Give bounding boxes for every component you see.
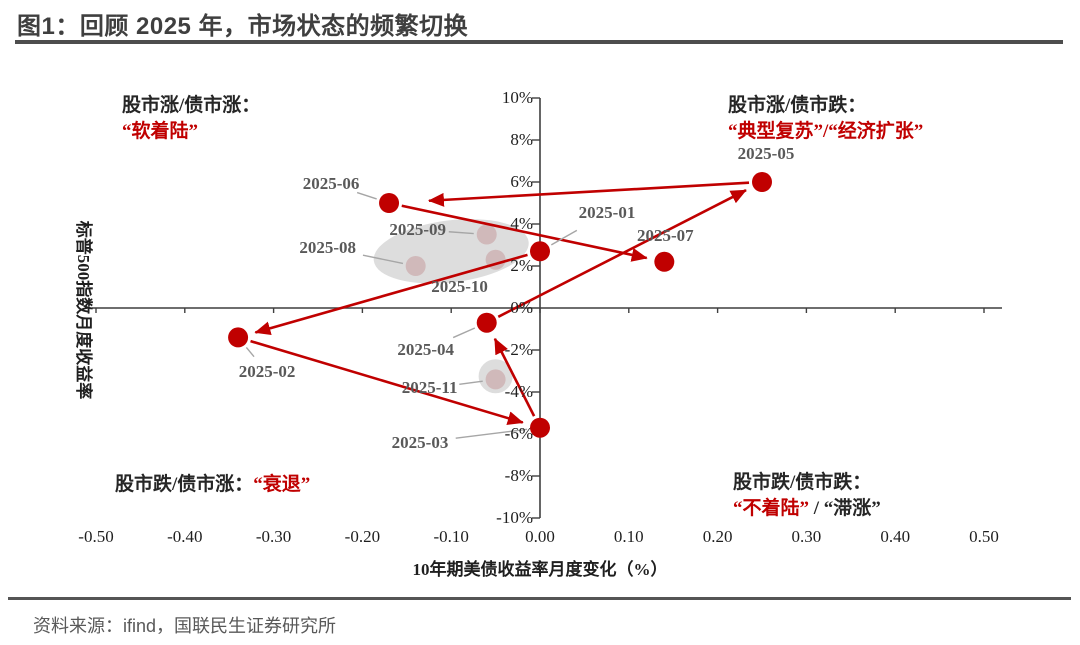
arrow-2025-06-to-2025-07 [401,204,648,262]
leader-line-2025-03 [455,428,528,439]
leader-line-2025-09 [448,231,474,235]
leader-line-2025-06 [356,191,377,200]
arrow-2025-05-to-2025-06 [427,181,750,207]
leader-line-2025-04 [452,327,476,339]
title-underline [15,40,1063,44]
data-point-2025-04 [476,312,497,333]
arrow-2025-03-to-2025-04 [493,337,536,417]
cluster-shade-1 [373,219,529,284]
data-point-2025-05 [752,172,772,192]
arrow-2025-02-to-2025-03 [250,339,524,425]
data-point-2025-07 [654,251,675,272]
source-note: 资料来源：ifind，国联民生证券研究所 [33,616,337,636]
data-point-2025-02 [228,327,249,348]
data-point-2025-01 [530,241,550,262]
leader-line-2025-08 [362,254,404,265]
arrow-2025-01-to-2025-02 [254,253,528,336]
leader-line-2025-01 [550,229,578,246]
leader-line-2025-02 [245,346,255,358]
footer-divider [8,597,1071,600]
cluster-shade-2 [478,359,513,394]
data-point-2025-06 [379,193,400,213]
data-point-2025-03 [530,417,550,438]
leader-line-2025-11 [459,380,483,386]
figure-title: 图1：回顾 2025 年，市场状态的频繁切换 [17,13,469,40]
